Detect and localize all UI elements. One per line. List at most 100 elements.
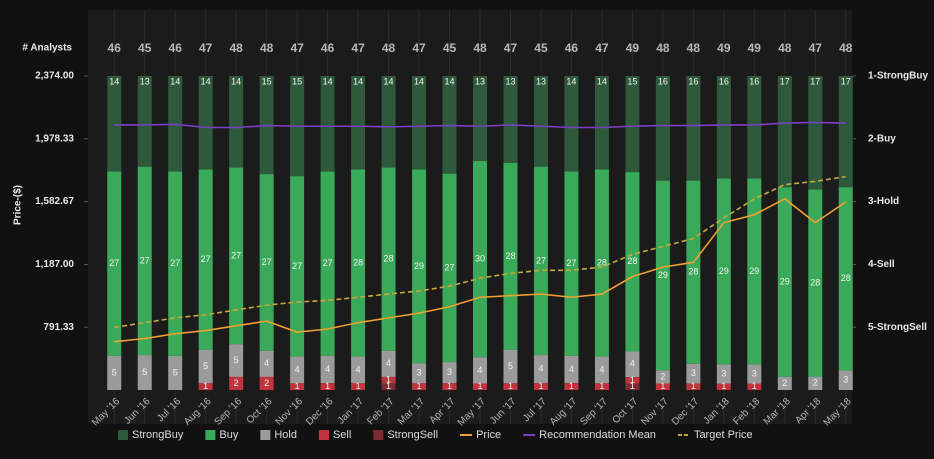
y-tick-label: 791.33 [43,322,74,333]
segment-label: 5 [234,355,239,365]
line-series [114,121,846,129]
line-series [114,197,847,343]
analyst-total: 46 [565,41,579,55]
segment-label: 4 [325,364,330,374]
analyst-total: 48 [839,41,853,55]
segment-label: 5 [112,367,117,377]
bar-segment [533,355,548,384]
segment-label: 27 [445,262,455,272]
y2-tick-label: 2-Buy [868,133,896,144]
bar-segment [229,376,244,390]
bar-segment [503,383,518,390]
bar-segment [655,180,670,371]
bar-segment [533,383,548,390]
bar-segment [351,356,366,384]
segment-label: 4 [386,358,391,368]
bar-segment [777,376,792,390]
analyst-total: 47 [199,41,213,55]
segment-label: 14 [323,76,333,86]
analyst-total: 46 [169,41,183,55]
segment-label: 13 [140,76,150,86]
bar-segment [625,377,640,384]
segment-label: 5 [203,361,208,371]
bar-segment [351,76,366,170]
analyst-total: 46 [321,41,335,55]
bar-segment [777,187,792,377]
bar-segment [716,383,731,390]
segment-label: 4 [630,359,635,369]
analyst-total: 47 [504,41,518,55]
segment-label: 2 [782,378,787,388]
bar-segment [259,350,274,377]
segment-label: 13 [505,76,515,86]
segment-label: 1 [386,381,391,391]
y-tick-label: 2,374.00 [35,71,74,82]
bar-segment [229,344,244,377]
bar-segment [747,76,762,179]
segment-label: 4 [295,364,300,374]
bar-segment [716,178,731,365]
legend-label: Sell [333,429,351,441]
segment-label: 14 [384,76,394,86]
bar-segment [473,383,487,390]
bar-segment [625,76,640,173]
bar-segment [381,376,396,384]
bar-segment [259,376,274,390]
segment-label: 27 [170,258,180,268]
bar-segment [503,76,518,163]
bar-segment [686,383,701,390]
segment-label: 14 [231,76,241,86]
segment-label: 16 [658,76,668,86]
bar-segment [625,351,640,378]
segment-label: 15 [262,76,272,86]
legend-label: Hold [274,429,297,441]
bar-segment [594,169,609,357]
analyst-total: 45 [443,41,457,55]
segment-label: 1 [752,381,757,391]
analysts-label: # Analysts [22,43,72,54]
bar-segment [625,172,640,352]
y2-tick-label: 1-StrongBuy [868,71,928,82]
legend-label: Price [476,429,501,441]
bar-segment [686,76,701,181]
analyst-total: 49 [717,41,731,55]
segment-label: 1 [508,381,513,391]
segment-label: 3 [843,375,848,385]
segment-label: 16 [719,76,729,86]
bar-segment [808,76,823,190]
bar-segment [473,357,487,384]
bar-segment [137,76,152,167]
segment-label: 1 [630,381,635,391]
bar-segment [198,383,213,390]
bar-segment [564,76,579,172]
bar-segment [137,166,152,356]
segment-label: 29 [414,261,424,271]
bar-segment [381,350,396,377]
segment-label: 30 [475,254,485,264]
bar-segment [564,383,579,390]
analyst-total: 49 [748,41,762,55]
segment-label: 3 [752,368,757,378]
segment-label: 1 [660,381,665,391]
segment-label: 5 [508,361,513,371]
y2-tick-label: 3-Hold [868,196,899,207]
segment-label: 4 [356,364,361,374]
segment-label: 17 [810,76,820,86]
segment-label: 27 [140,255,150,265]
analyst-total: 47 [412,41,426,55]
segment-label: 1 [325,381,330,391]
bar-segment [655,76,670,181]
segment-label: 1 [691,381,696,391]
segment-label: 28 [353,257,363,267]
segment-label: 27 [201,254,211,264]
bar-segment [320,383,335,390]
bar-segment [442,362,457,384]
legend-swatch [373,430,384,440]
segment-label: 16 [688,76,698,86]
bar-segment [412,383,427,390]
legend-swatch [260,430,271,440]
y-tick-label: 1,978.33 [35,133,74,144]
y-tick-label: 1,582.67 [35,196,74,207]
bar-segment [412,76,427,170]
